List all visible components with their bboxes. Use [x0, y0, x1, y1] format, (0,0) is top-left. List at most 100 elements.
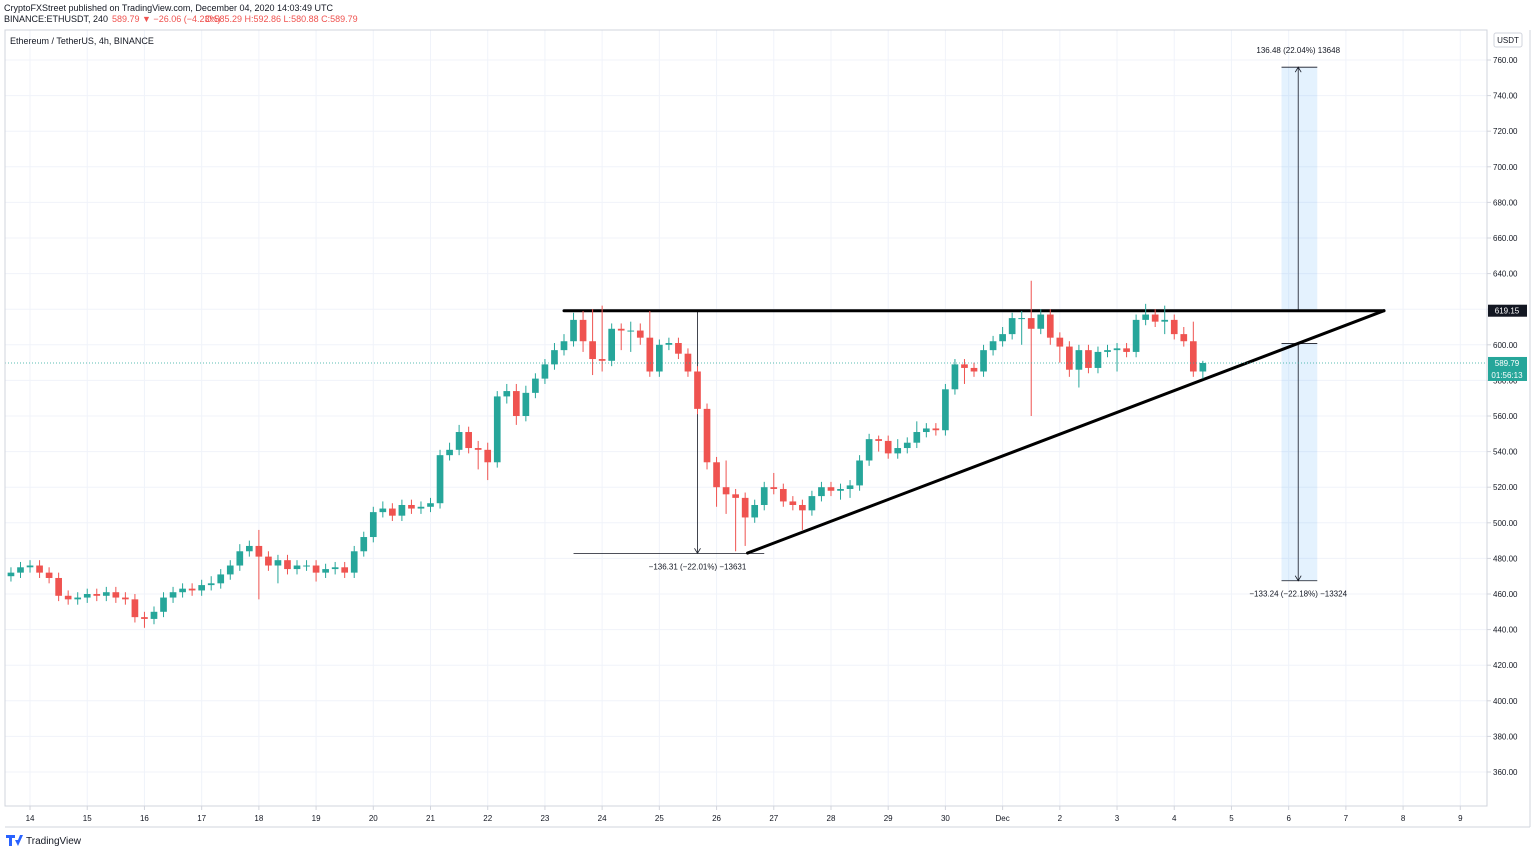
candle-body — [417, 506, 425, 509]
y-tick-label: 660.00 — [1493, 234, 1518, 243]
x-tick-label: 5 — [1229, 814, 1234, 823]
candle-body — [856, 460, 863, 486]
candle-body — [350, 551, 358, 573]
candle-body — [293, 565, 301, 570]
candle-body — [369, 512, 377, 538]
candle-body — [112, 592, 120, 598]
candle-body — [799, 504, 806, 511]
candle-body — [150, 611, 158, 619]
candle-body — [93, 593, 101, 596]
candle-body — [1085, 350, 1092, 368]
candle-body — [1161, 319, 1169, 322]
x-tick-label: 23 — [540, 814, 549, 823]
x-tick-label: Dec — [995, 814, 1009, 823]
x-tick-label: 26 — [712, 814, 721, 823]
candle-body — [246, 545, 253, 552]
x-tick-label: 18 — [254, 814, 263, 823]
candle-body — [188, 588, 196, 591]
candle-body — [617, 328, 625, 331]
candle-body — [436, 455, 444, 504]
candle-body — [303, 565, 310, 567]
x-tick-label: 2 — [1058, 814, 1063, 823]
candle-body — [684, 353, 692, 372]
currency: USDT — [1497, 36, 1519, 45]
candle-body — [808, 496, 816, 511]
candle-body — [455, 432, 463, 450]
candle-body — [389, 508, 396, 516]
candle-body — [398, 504, 406, 516]
candle-body — [512, 391, 520, 416]
candle-body — [1046, 314, 1054, 338]
symbol: BINANCE:ETHUSDT, 240 — [4, 14, 108, 24]
y-tick-label: 500.00 — [1493, 519, 1518, 528]
x-tick-label: 4 — [1172, 814, 1177, 823]
change-text: 589.79 ▼ −26.06 (−4.23%) — [112, 14, 220, 24]
candle-body — [884, 440, 892, 454]
x-tick-label: 22 — [483, 814, 492, 823]
brand-logo — [6, 835, 23, 846]
candle-body — [1142, 314, 1149, 320]
candle-body — [703, 408, 711, 463]
y-tick-label: 720.00 — [1493, 127, 1518, 136]
x-tick-label: 15 — [83, 814, 92, 823]
measure-label: −136.31 (−22.01%) −13631 — [649, 562, 747, 571]
candle-body — [713, 462, 720, 488]
candle-body — [646, 337, 654, 372]
candle-body — [922, 428, 930, 433]
candle-body — [751, 504, 759, 518]
candle-body — [894, 448, 902, 454]
countdown: 01:56:13 — [1491, 371, 1523, 380]
candle-body — [942, 389, 949, 431]
candle-body — [207, 583, 215, 586]
candle-body — [1132, 319, 1140, 352]
candle-body — [122, 597, 129, 600]
candle-body — [379, 508, 387, 513]
candle-body — [1037, 314, 1045, 329]
y-tick-label: 740.00 — [1493, 92, 1518, 101]
candle-body — [722, 487, 730, 495]
candle-body — [694, 371, 701, 409]
candle-body — [1189, 341, 1197, 372]
candle-body — [779, 488, 787, 502]
candle-body — [83, 593, 91, 598]
x-tick-label: 6 — [1286, 814, 1291, 823]
candle-body — [675, 343, 682, 354]
x-tick-label: 3 — [1115, 814, 1120, 823]
measure-arrow — [694, 548, 701, 555]
candle-body — [503, 391, 511, 397]
candle-body — [589, 341, 596, 360]
candle-body — [846, 485, 854, 489]
candle-body — [560, 341, 568, 351]
currency-box — [1493, 32, 1523, 48]
y-tick-label: 480.00 — [1493, 554, 1518, 563]
candle-body — [1027, 318, 1035, 329]
candle-body — [970, 367, 978, 372]
trend-line — [746, 309, 1386, 555]
candle-body — [656, 344, 663, 372]
candle-body — [408, 504, 415, 509]
x-tick-label: 30 — [941, 814, 950, 823]
candle-body — [331, 567, 339, 570]
candle-body — [1180, 334, 1188, 342]
measure-box — [1281, 343, 1318, 581]
candle-body — [1123, 348, 1130, 352]
candle-body — [484, 449, 492, 463]
x-tick-label: 21 — [426, 814, 435, 823]
y-tick-label: 560.00 — [1493, 412, 1518, 421]
overlay: 589.79 01:56:13 619.15 — [5, 304, 1527, 381]
candle-body — [1066, 346, 1073, 370]
measure-arrow — [1294, 575, 1302, 582]
candle-body — [36, 565, 43, 573]
candle-body — [760, 487, 768, 505]
candle-body — [141, 617, 148, 619]
candle-body — [1018, 318, 1026, 320]
candle-body — [1094, 351, 1102, 368]
candle-body — [1008, 318, 1016, 335]
candle-body — [74, 597, 82, 600]
candle-body — [217, 574, 225, 584]
candle-body — [1151, 314, 1159, 322]
candle-body — [179, 588, 186, 593]
candle-body — [980, 350, 987, 372]
candle-body — [875, 439, 882, 441]
y-tick-label: 380.00 — [1493, 732, 1518, 741]
